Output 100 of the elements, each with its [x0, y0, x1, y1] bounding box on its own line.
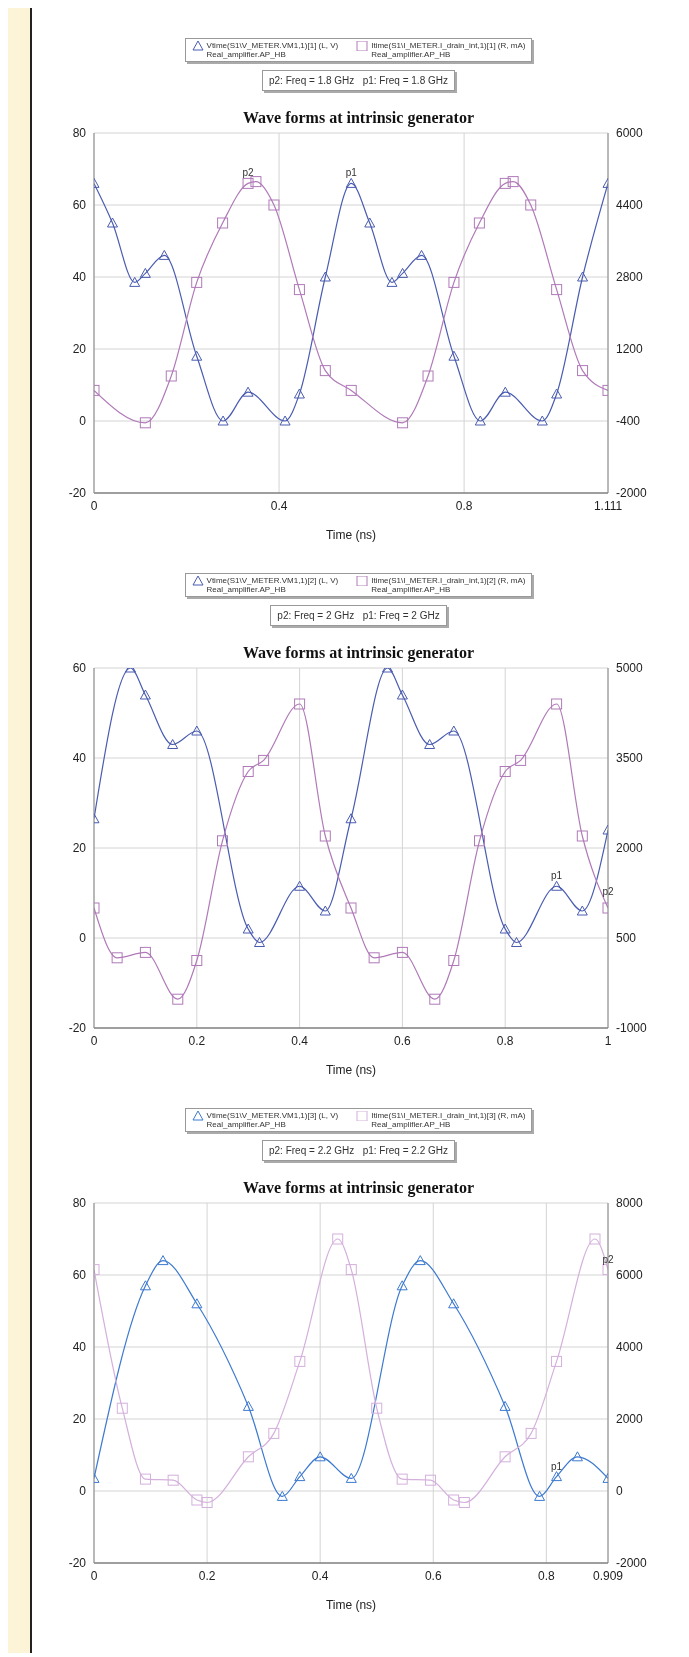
point	[242, 923, 254, 934]
x-axis-title: Time (ns)	[325, 1063, 377, 1077]
point	[589, 1233, 601, 1245]
chart-title: Wave forms at intrinsic generator	[241, 1179, 476, 1197]
point	[414, 1255, 426, 1266]
point	[429, 993, 441, 1005]
point	[167, 739, 179, 749]
point	[242, 1451, 254, 1463]
point	[314, 1451, 326, 1462]
y-tick-label: 0	[79, 414, 87, 429]
point	[551, 880, 563, 891]
point	[448, 1298, 460, 1309]
legend-label: Itime(S1\I_METER.I_drain_int,1)[3] (R, mA) Real_amplifier.AP_HB	[371, 1111, 526, 1129]
y-tick-label: -20	[68, 486, 87, 501]
point	[139, 1473, 151, 1485]
point	[116, 1402, 128, 1414]
point	[191, 276, 203, 288]
point	[293, 388, 305, 399]
point	[551, 698, 563, 710]
point	[577, 271, 589, 282]
point	[139, 267, 151, 278]
point	[396, 1280, 408, 1291]
legend-label: Vtime(S1\V_METER.VM1,1)[1] (L, V) Real_amplifier.AP_HB	[206, 41, 339, 59]
point	[139, 946, 151, 958]
point	[499, 177, 511, 189]
annotation: p1	[345, 167, 358, 179]
point	[268, 1427, 280, 1439]
point	[319, 830, 331, 842]
annotation: p1	[551, 870, 563, 882]
point	[201, 1497, 213, 1509]
x-axis-title: Time (ns)	[325, 1598, 377, 1612]
x-tick-label: 0.6	[424, 1568, 442, 1583]
point	[386, 276, 398, 287]
point	[191, 1494, 203, 1506]
legend-label: Itime(S1\I_METER.I_drain_int,1)[1] (R, mA) Real_amplifier.AP_HB	[371, 41, 526, 59]
y2-tick-label: 1200	[616, 342, 644, 357]
point	[499, 1400, 511, 1411]
point	[191, 1298, 203, 1309]
x-tick-label: 0.6	[394, 1033, 412, 1048]
text: p2: Freq = 1.8 GHz p1: Freq = 1.8 GHz	[262, 70, 455, 91]
point	[319, 271, 331, 282]
point	[534, 1490, 546, 1501]
point	[474, 835, 485, 847]
y2-tick-label: -2000	[616, 486, 648, 501]
x-axis-title: Time (ns)	[325, 528, 377, 542]
point	[371, 1402, 383, 1414]
point	[254, 937, 266, 947]
point	[525, 1427, 537, 1439]
point	[294, 880, 306, 891]
annotation: p2	[602, 1253, 614, 1265]
point	[129, 276, 141, 287]
point	[416, 249, 428, 260]
point	[191, 725, 203, 736]
y2-tick-label: -400	[616, 414, 641, 429]
y2-tick-label: 8000	[616, 1196, 644, 1211]
legend-label: Itime(S1\I_METER.I_drain_int,1)[2] (R, mA) Real_amplifier.AP_HB	[371, 576, 526, 594]
point	[294, 1355, 306, 1367]
text: p2: Freq = 2.2 GHz p1: Freq = 2.2 GHz	[262, 1140, 455, 1161]
point	[448, 1494, 460, 1506]
point	[217, 415, 229, 426]
point	[111, 952, 123, 964]
point	[499, 766, 511, 777]
y2-tick-label: 3500	[616, 751, 644, 766]
point	[279, 415, 291, 426]
point	[368, 952, 380, 964]
point	[576, 905, 588, 916]
y2-tick-label: -2000	[616, 1556, 648, 1571]
point	[515, 754, 527, 766]
point	[551, 284, 563, 296]
legend-label: Vtime(S1\V_METER.VM1,1)[2] (L, V) Real_amplifier.AP_HB	[206, 576, 339, 594]
annotation: p1	[550, 1460, 563, 1472]
point	[536, 415, 548, 426]
point	[345, 1264, 357, 1276]
point	[474, 415, 486, 426]
point	[396, 1473, 408, 1485]
point	[107, 217, 119, 228]
y-tick-label: 20	[72, 342, 87, 357]
point	[217, 835, 228, 847]
y-tick-label: 60	[72, 661, 87, 676]
point	[319, 905, 331, 916]
point	[448, 955, 460, 966]
y-tick-label: 40	[72, 751, 87, 766]
y2-tick-label: 6000	[616, 126, 644, 141]
y-tick-label: 60	[72, 1268, 87, 1283]
point	[499, 923, 511, 934]
y2-tick-label: 6000	[616, 1268, 644, 1283]
annotation: p2	[602, 886, 614, 897]
point	[345, 384, 357, 396]
x-tick-label: 0.2	[188, 1033, 206, 1048]
point	[424, 739, 436, 749]
y-tick-label: 0	[79, 1484, 87, 1499]
point	[319, 365, 331, 377]
point	[345, 1472, 357, 1483]
y-tick-label: 80	[72, 126, 87, 141]
point	[217, 217, 229, 229]
point	[396, 946, 408, 958]
point	[576, 830, 588, 842]
point	[167, 1474, 179, 1486]
x-tick-label: 0.8	[455, 498, 473, 513]
point	[424, 1474, 436, 1486]
